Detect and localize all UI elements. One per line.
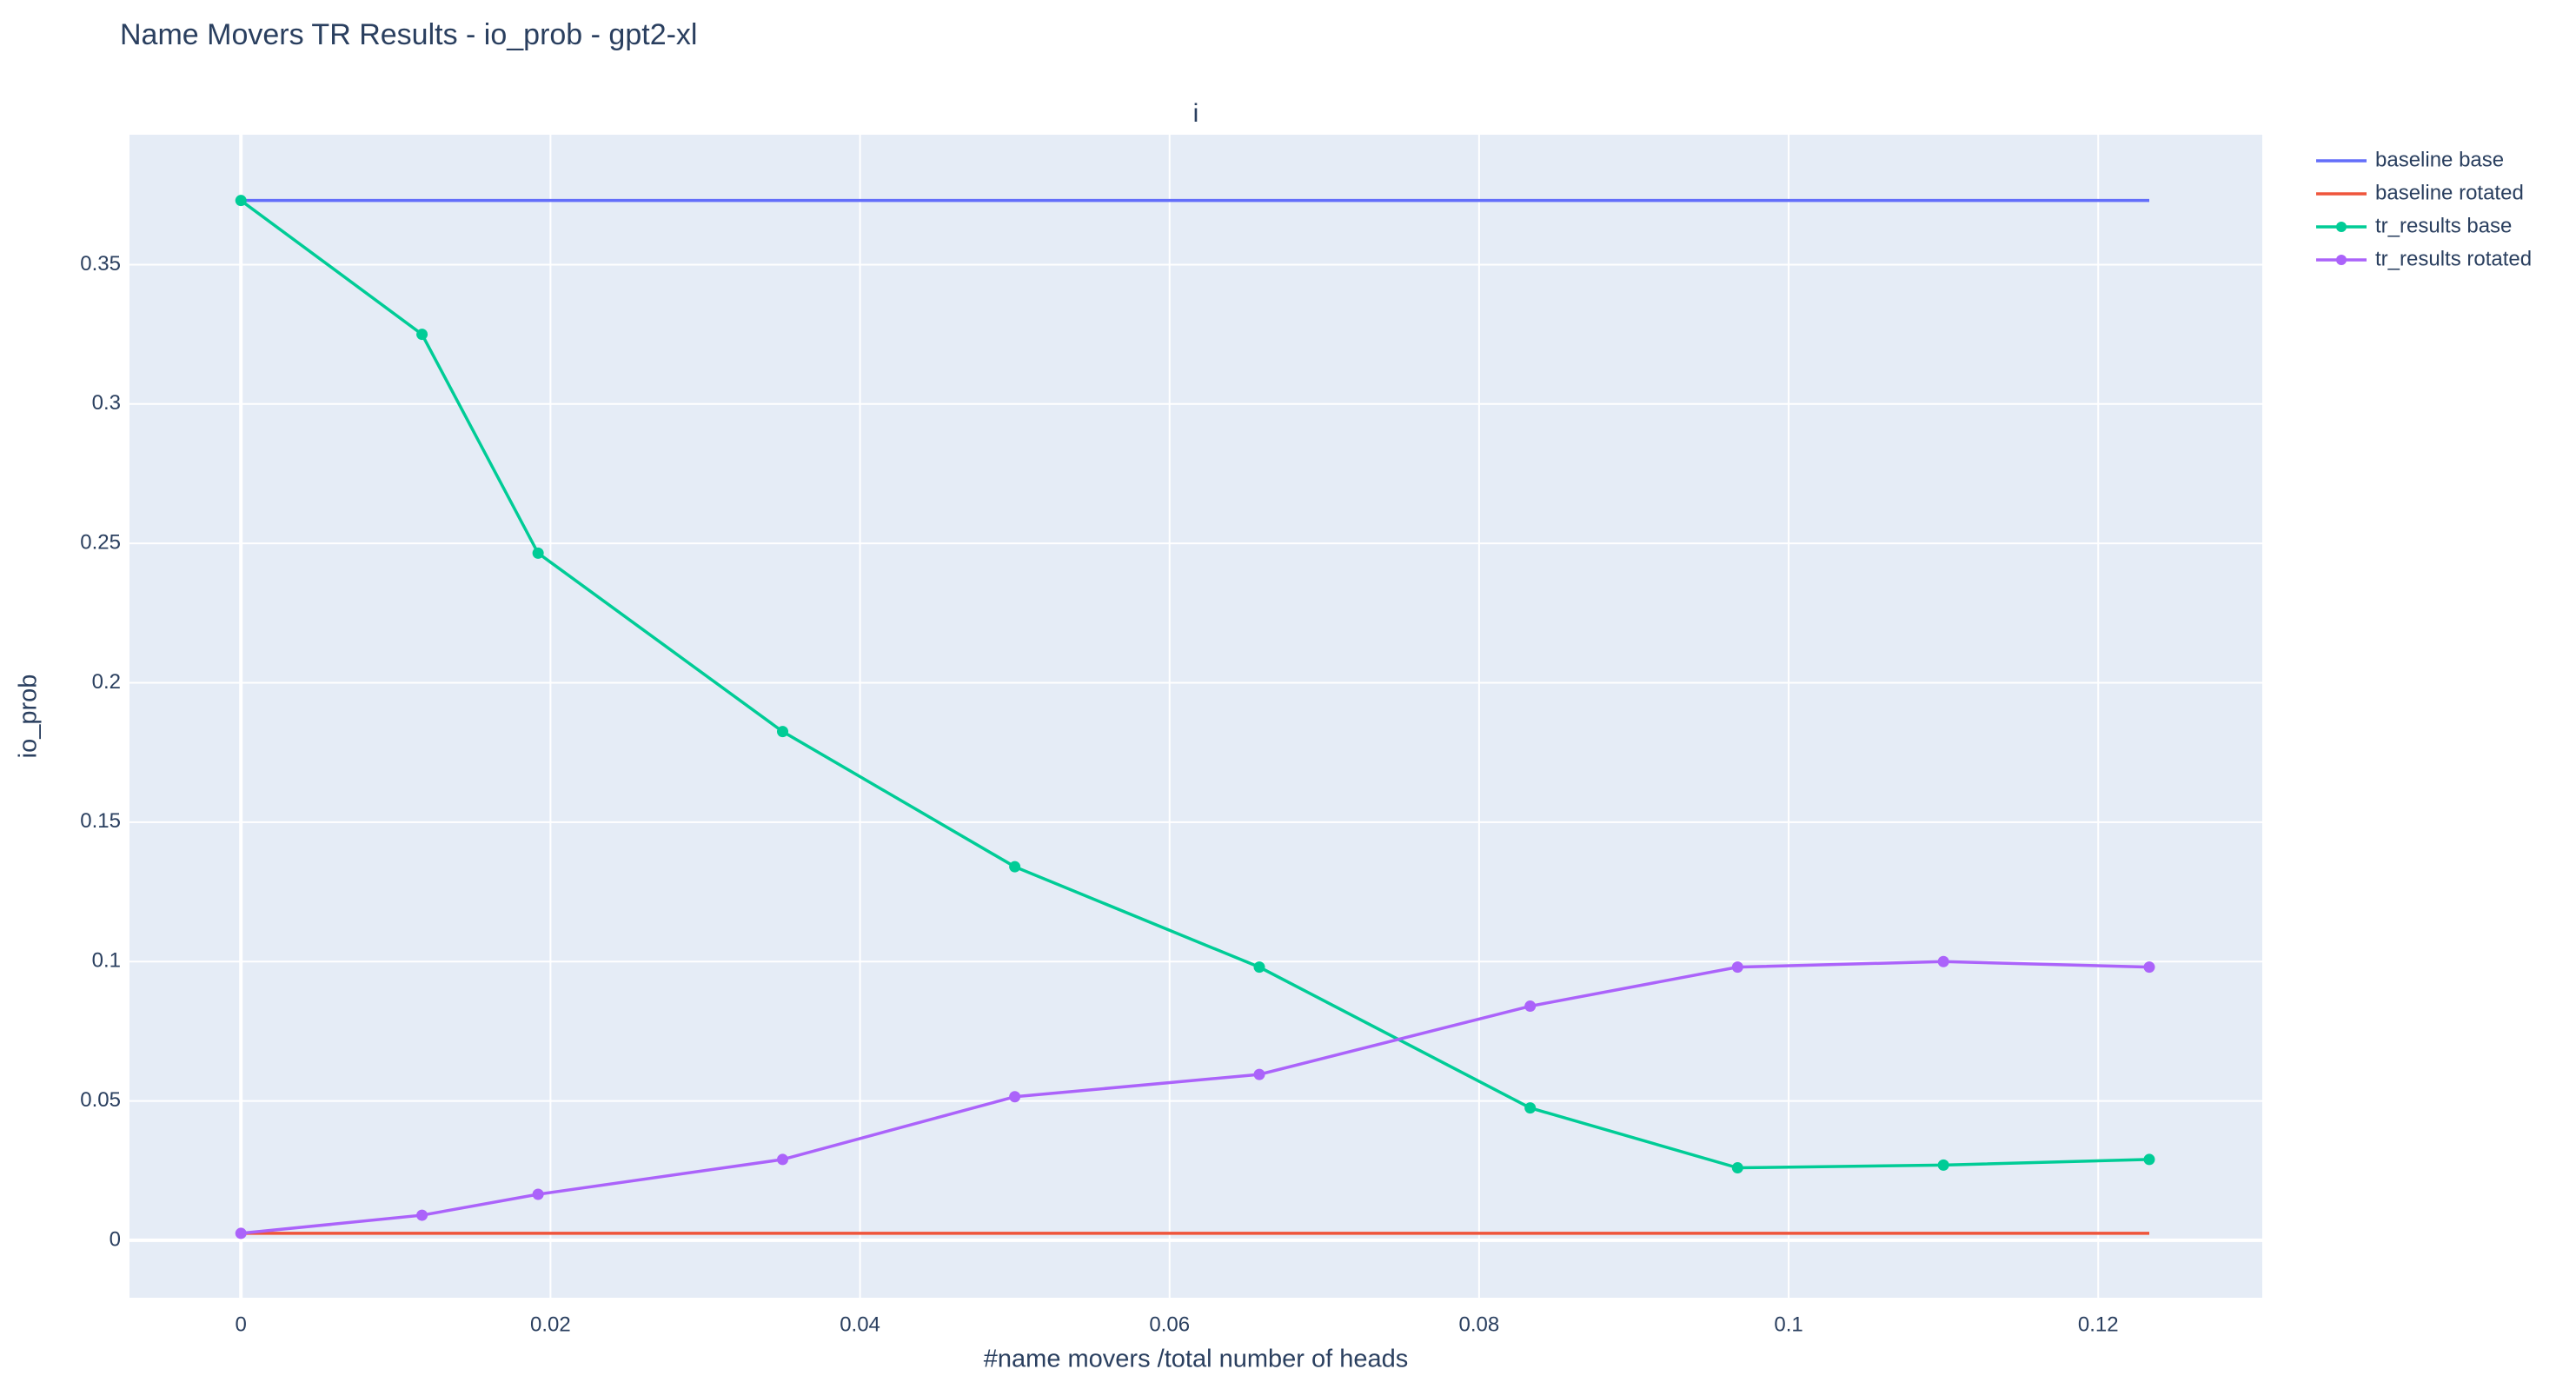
data-point: [1937, 1159, 1949, 1171]
data-point: [532, 547, 544, 559]
plot-background: [129, 135, 2262, 1298]
data-point: [1524, 1000, 1537, 1013]
legend-marker: [2336, 255, 2347, 265]
y-tick-label: 0.1: [92, 949, 121, 973]
legend-label: tr_results base: [2375, 214, 2512, 237]
data-point: [1009, 861, 1021, 873]
data-point: [416, 329, 428, 341]
chart-title: Name Movers TR Results - io_prob - gpt2-…: [120, 18, 697, 51]
series-line: [240, 199, 2150, 1170]
data-point: [235, 1227, 247, 1239]
x-axis-title: #name movers /total number of heads: [984, 1346, 1408, 1373]
y-tick-label: 0.35: [80, 252, 121, 276]
data-point: [1731, 961, 1743, 974]
subplot-title: i: [1193, 99, 1199, 128]
data-point: [1009, 1091, 1021, 1103]
data-point: [777, 1153, 789, 1166]
data-point: [777, 726, 789, 738]
legend-label: baseline base: [2375, 148, 2504, 171]
data-point: [1937, 955, 1949, 967]
y-tick-label: 0.25: [80, 531, 121, 555]
data-point: [235, 195, 247, 207]
x-tick-label: 0.1: [1774, 1313, 1803, 1336]
x-tick-label: 0.02: [530, 1313, 571, 1336]
legend-label: baseline rotated: [2375, 181, 2524, 204]
data-point: [2143, 1153, 2155, 1166]
x-tick-label: 0.04: [840, 1313, 880, 1336]
legend-marker: [2336, 222, 2347, 232]
y-tick-label: 0.2: [92, 670, 121, 694]
data-point: [416, 1209, 428, 1221]
x-tick-label: 0: [236, 1313, 247, 1336]
y-axis-title: io_prob: [15, 675, 43, 759]
x-tick-label: 0.12: [2078, 1313, 2119, 1336]
data-point: [532, 1188, 544, 1200]
series-line: [241, 960, 2150, 1235]
data-point: [1253, 961, 1265, 974]
y-tick-label: 0: [110, 1227, 121, 1251]
legend-label: tr_results rotated: [2375, 247, 2532, 270]
x-tick-label: 0.06: [1149, 1313, 1190, 1336]
data-point: [1524, 1102, 1537, 1114]
data-point: [1731, 1162, 1743, 1174]
data-point: [2143, 961, 2155, 974]
y-tick-label: 0.15: [80, 809, 121, 833]
y-tick-label: 0.05: [80, 1088, 121, 1112]
x-tick-label: 0.08: [1459, 1313, 1500, 1336]
y-tick-label: 0.3: [92, 391, 121, 415]
data-point: [1253, 1068, 1265, 1080]
